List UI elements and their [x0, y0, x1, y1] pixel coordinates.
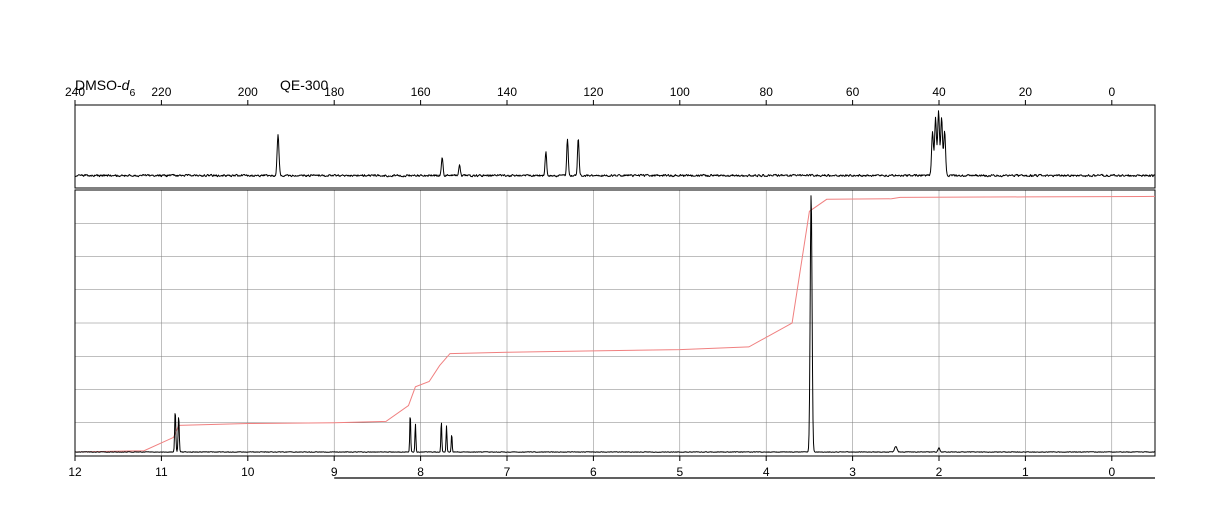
axis-tick-label: 7 [504, 465, 511, 479]
axis-tick-label: 10 [241, 465, 255, 479]
axis-tick-label: 0 [1108, 465, 1115, 479]
axis-tick-label: 200 [238, 85, 258, 99]
axis-tick-label: 180 [324, 85, 344, 99]
axis-tick-label: 5 [676, 465, 683, 479]
axis-tick-label: 20 [1019, 85, 1033, 99]
axis-tick-label: 12 [68, 465, 82, 479]
axis-tick-label: 140 [497, 85, 517, 99]
axis-tick-label: 4 [763, 465, 770, 479]
axis-tick-label: 240 [65, 85, 85, 99]
axis-tick-label: 60 [846, 85, 860, 99]
nmr-figure: DMSO-d6QE-300240220200180160140120100806… [0, 0, 1224, 528]
axis-tick-label: 11 [155, 465, 168, 479]
h1-spectrum [75, 196, 1155, 453]
axis-tick-label: 40 [932, 85, 946, 99]
axis-tick-label: 2 [936, 465, 943, 479]
axis-tick-label: 80 [760, 85, 774, 99]
axis-tick-label: 6 [590, 465, 597, 479]
integral-trace [75, 196, 1155, 452]
axis-tick-label: 1 [1022, 465, 1029, 479]
c13-spectrum [75, 111, 1155, 177]
axis-tick-label: 100 [670, 85, 690, 99]
axis-tick-label: 160 [411, 85, 431, 99]
axis-tick-label: 8 [417, 465, 424, 479]
axis-tick-label: 120 [583, 85, 603, 99]
axis-tick-label: 0 [1108, 85, 1115, 99]
figure-svg: DMSO-d6QE-300240220200180160140120100806… [0, 0, 1224, 528]
axis-tick-label: 220 [151, 85, 171, 99]
axis-tick-label: 3 [849, 465, 856, 479]
instrument-label: QE-300 [280, 77, 328, 93]
axis-tick-label: 9 [331, 465, 338, 479]
